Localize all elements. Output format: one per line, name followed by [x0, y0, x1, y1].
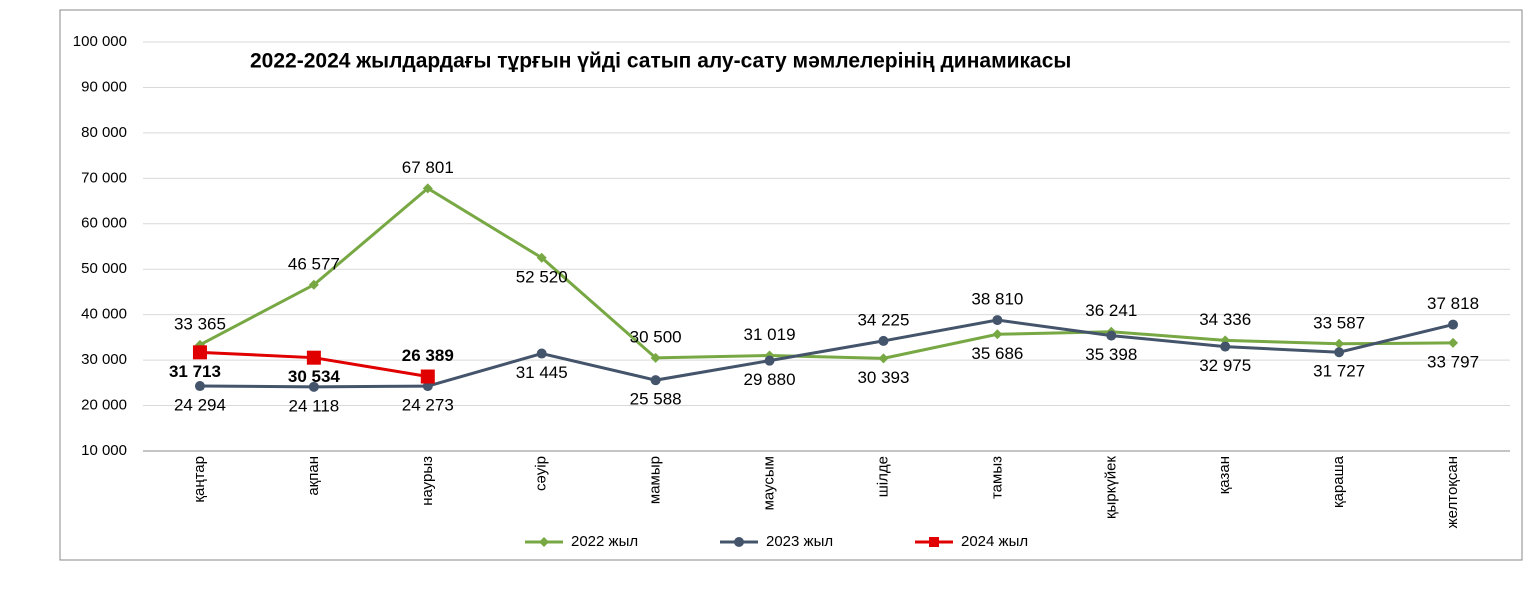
data-label: 24 294 — [174, 396, 226, 415]
marker — [992, 315, 1003, 326]
y-tick-label: 80 000 — [81, 124, 127, 141]
data-label: 31 727 — [1313, 362, 1365, 381]
data-label: 35 398 — [1085, 345, 1137, 364]
marker — [422, 183, 433, 194]
data-label: 25 588 — [630, 390, 682, 409]
data-label: 38 810 — [971, 290, 1023, 309]
legend-label: 2022 жыл — [571, 533, 638, 550]
marker — [306, 350, 321, 365]
marker — [1106, 330, 1117, 341]
data-label: 32 975 — [1199, 356, 1251, 375]
marker — [420, 369, 435, 384]
data-label: 30 534 — [288, 367, 341, 386]
data-label: 37 818 — [1427, 294, 1479, 313]
marker — [308, 381, 319, 392]
x-tick-label: сәуір — [533, 456, 550, 491]
marker — [764, 355, 775, 366]
marker — [1448, 319, 1459, 330]
data-label: 35 686 — [971, 344, 1023, 363]
x-tick-label: ақпан — [305, 456, 322, 496]
y-tick-label: 90 000 — [81, 78, 127, 95]
data-label: 31 019 — [744, 325, 796, 344]
x-tick-label: қыркүйек — [1102, 456, 1119, 519]
legend-marker — [539, 537, 549, 547]
x-tick-label: тамыз — [988, 456, 1005, 499]
series-line — [199, 186, 1454, 360]
data-label: 36 241 — [1085, 301, 1137, 320]
marker — [422, 381, 433, 392]
y-tick-label: 70 000 — [81, 169, 127, 186]
marker — [1334, 338, 1345, 349]
y-tick-label: 40 000 — [81, 306, 127, 323]
x-tick-label: қазан — [1216, 456, 1233, 494]
y-tick-label: 20 000 — [81, 397, 127, 414]
marker — [1220, 341, 1231, 352]
data-label: 52 520 — [516, 267, 568, 286]
y-tick-label: 50 000 — [81, 260, 127, 277]
marker — [1334, 347, 1345, 358]
marker — [878, 353, 889, 364]
legend-label: 2024 жыл — [961, 533, 1028, 550]
marker — [194, 381, 205, 392]
x-tick-label: қаңтар — [191, 456, 208, 503]
data-label: 67 801 — [402, 158, 454, 177]
series-line — [199, 318, 1454, 389]
data-label: 33 587 — [1313, 313, 1365, 332]
marker — [650, 352, 661, 363]
y-tick-label: 100 000 — [73, 33, 127, 50]
marker — [650, 375, 661, 386]
x-tick-label: қараша — [1330, 455, 1347, 508]
data-label: 34 336 — [1199, 310, 1251, 329]
data-label: 29 880 — [744, 370, 796, 389]
x-tick-label: маусым — [761, 456, 778, 510]
x-tick-label: шілде — [874, 456, 891, 497]
chart-border — [59, 9, 1523, 561]
legend-marker — [734, 537, 744, 547]
data-label: 24 118 — [289, 396, 340, 415]
marker — [192, 345, 207, 360]
data-label: 30 393 — [857, 368, 909, 387]
x-tick-label: мамыр — [647, 456, 664, 504]
marker — [878, 335, 889, 346]
marker — [308, 279, 319, 290]
data-label: 34 225 — [857, 310, 909, 329]
data-label: 30 500 — [630, 327, 682, 346]
marker — [536, 348, 547, 359]
x-tick-label: желтоқсан — [1444, 456, 1461, 528]
data-label: 31 445 — [516, 363, 568, 382]
data-label: 24 273 — [402, 396, 454, 415]
marker — [1448, 337, 1459, 348]
data-label: 46 577 — [288, 254, 340, 273]
marker — [992, 329, 1003, 340]
y-tick-label: 60 000 — [81, 215, 127, 232]
legend-label: 2023 жыл — [766, 533, 833, 550]
chart-title: 2022-2024 жылдардағы тұрғын үйді сатып а… — [250, 50, 1071, 73]
data-label: 26 389 — [402, 346, 454, 365]
data-label: 31 713 — [169, 362, 221, 381]
legend-marker — [929, 537, 939, 547]
y-tick-label: 10 000 — [81, 442, 127, 459]
x-tick-label: наурыз — [419, 456, 436, 506]
data-label: 33 365 — [174, 314, 226, 333]
data-label: 33 797 — [1427, 352, 1479, 371]
y-tick-label: 30 000 — [81, 351, 127, 368]
marker — [536, 252, 547, 263]
